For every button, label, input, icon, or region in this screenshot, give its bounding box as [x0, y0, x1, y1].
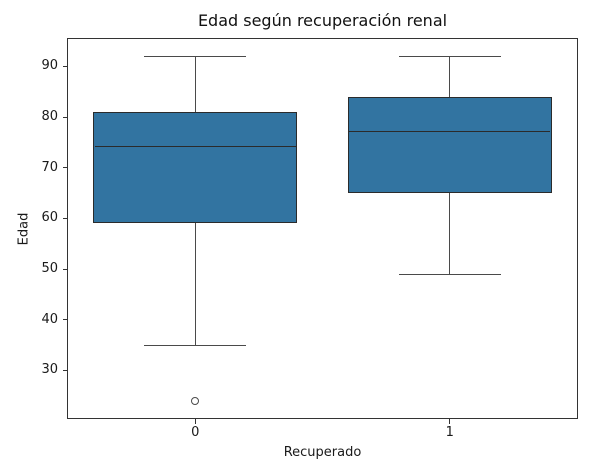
- box-0: [93, 111, 298, 224]
- y-tick-mark: [63, 369, 68, 371]
- y-tick-mark: [63, 217, 68, 219]
- y-tick-label: 70: [41, 159, 58, 175]
- axes-spines: [67, 38, 578, 419]
- lower-whisker-cap: [144, 344, 247, 346]
- y-tick-mark: [63, 65, 68, 67]
- box-1: [347, 96, 552, 194]
- median-line: [94, 146, 296, 148]
- lower-whisker: [449, 193, 451, 275]
- y-tick-label: 40: [41, 311, 58, 327]
- upper-whisker-cap: [398, 55, 501, 57]
- y-tick-label: 80: [41, 109, 58, 125]
- y-tick-label: 60: [41, 210, 58, 226]
- outlier-point: [191, 396, 200, 405]
- x-tick-mark: [194, 419, 196, 424]
- y-tick-label: 30: [41, 362, 58, 378]
- median-line: [349, 131, 551, 133]
- upper-whisker: [194, 56, 196, 112]
- y-tick-mark: [63, 167, 68, 169]
- x-tick-label: 1: [445, 425, 454, 440]
- upper-whisker-cap: [144, 55, 247, 57]
- plot-area: [67, 38, 578, 419]
- x-tick-label: 0: [191, 425, 200, 440]
- y-tick-mark: [63, 116, 68, 118]
- chart-title: Edad según recuperación renal: [197, 11, 448, 30]
- x-tick-mark: [449, 419, 451, 424]
- y-tick-mark: [63, 268, 68, 270]
- x-axis-label: Recuperado: [283, 445, 362, 460]
- lower-whisker-cap: [398, 273, 501, 275]
- y-tick-label: 50: [41, 261, 58, 277]
- y-tick-label: 90: [41, 58, 58, 74]
- lower-whisker: [194, 223, 196, 346]
- y-tick-mark: [63, 319, 68, 321]
- upper-whisker: [449, 56, 451, 97]
